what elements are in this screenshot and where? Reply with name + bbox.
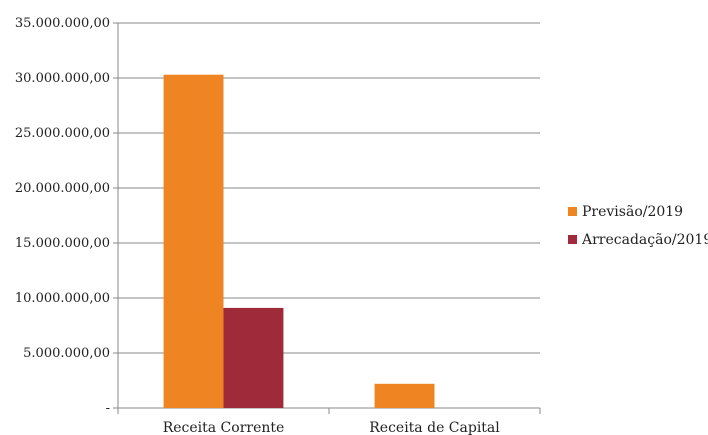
bars bbox=[163, 74, 435, 408]
x-category-label: Receita Corrente bbox=[163, 420, 285, 435]
y-tick-label: - bbox=[106, 401, 110, 416]
x-axis-ticks bbox=[117, 408, 541, 414]
bar-previsao-0 bbox=[163, 74, 224, 408]
bar-arrecadacao-0 bbox=[223, 307, 284, 408]
x-category-label: Receita de Capital bbox=[369, 420, 500, 435]
y-tick-label: 35.000.000,00 bbox=[15, 16, 110, 31]
y-tick-label: 5.000.000,00 bbox=[23, 346, 110, 361]
legend-swatch bbox=[568, 235, 577, 244]
bar-previsao-1 bbox=[374, 383, 435, 408]
legend-swatch bbox=[568, 207, 577, 216]
y-tick-label: 25.000.000,00 bbox=[15, 126, 110, 141]
x-axis-category-labels: Receita Corrente Receita de Capital bbox=[163, 420, 501, 435]
legend-label: Arrecadação/2019 bbox=[581, 232, 708, 248]
y-tick-label: 15.000.000,00 bbox=[15, 236, 110, 251]
legend-label: Previsão/2019 bbox=[582, 204, 683, 220]
y-tick-label: 10.000.000,00 bbox=[15, 291, 110, 306]
y-tick-label: 20.000.000,00 bbox=[15, 181, 110, 196]
y-tick-label: 30.000.000,00 bbox=[15, 71, 110, 86]
legend: Previsão/2019 Arrecadação/2019 bbox=[568, 204, 708, 248]
y-axis-tick-labels: - 5.000.000,00 10.000.000,00 15.000.000,00 2… bbox=[15, 16, 110, 416]
